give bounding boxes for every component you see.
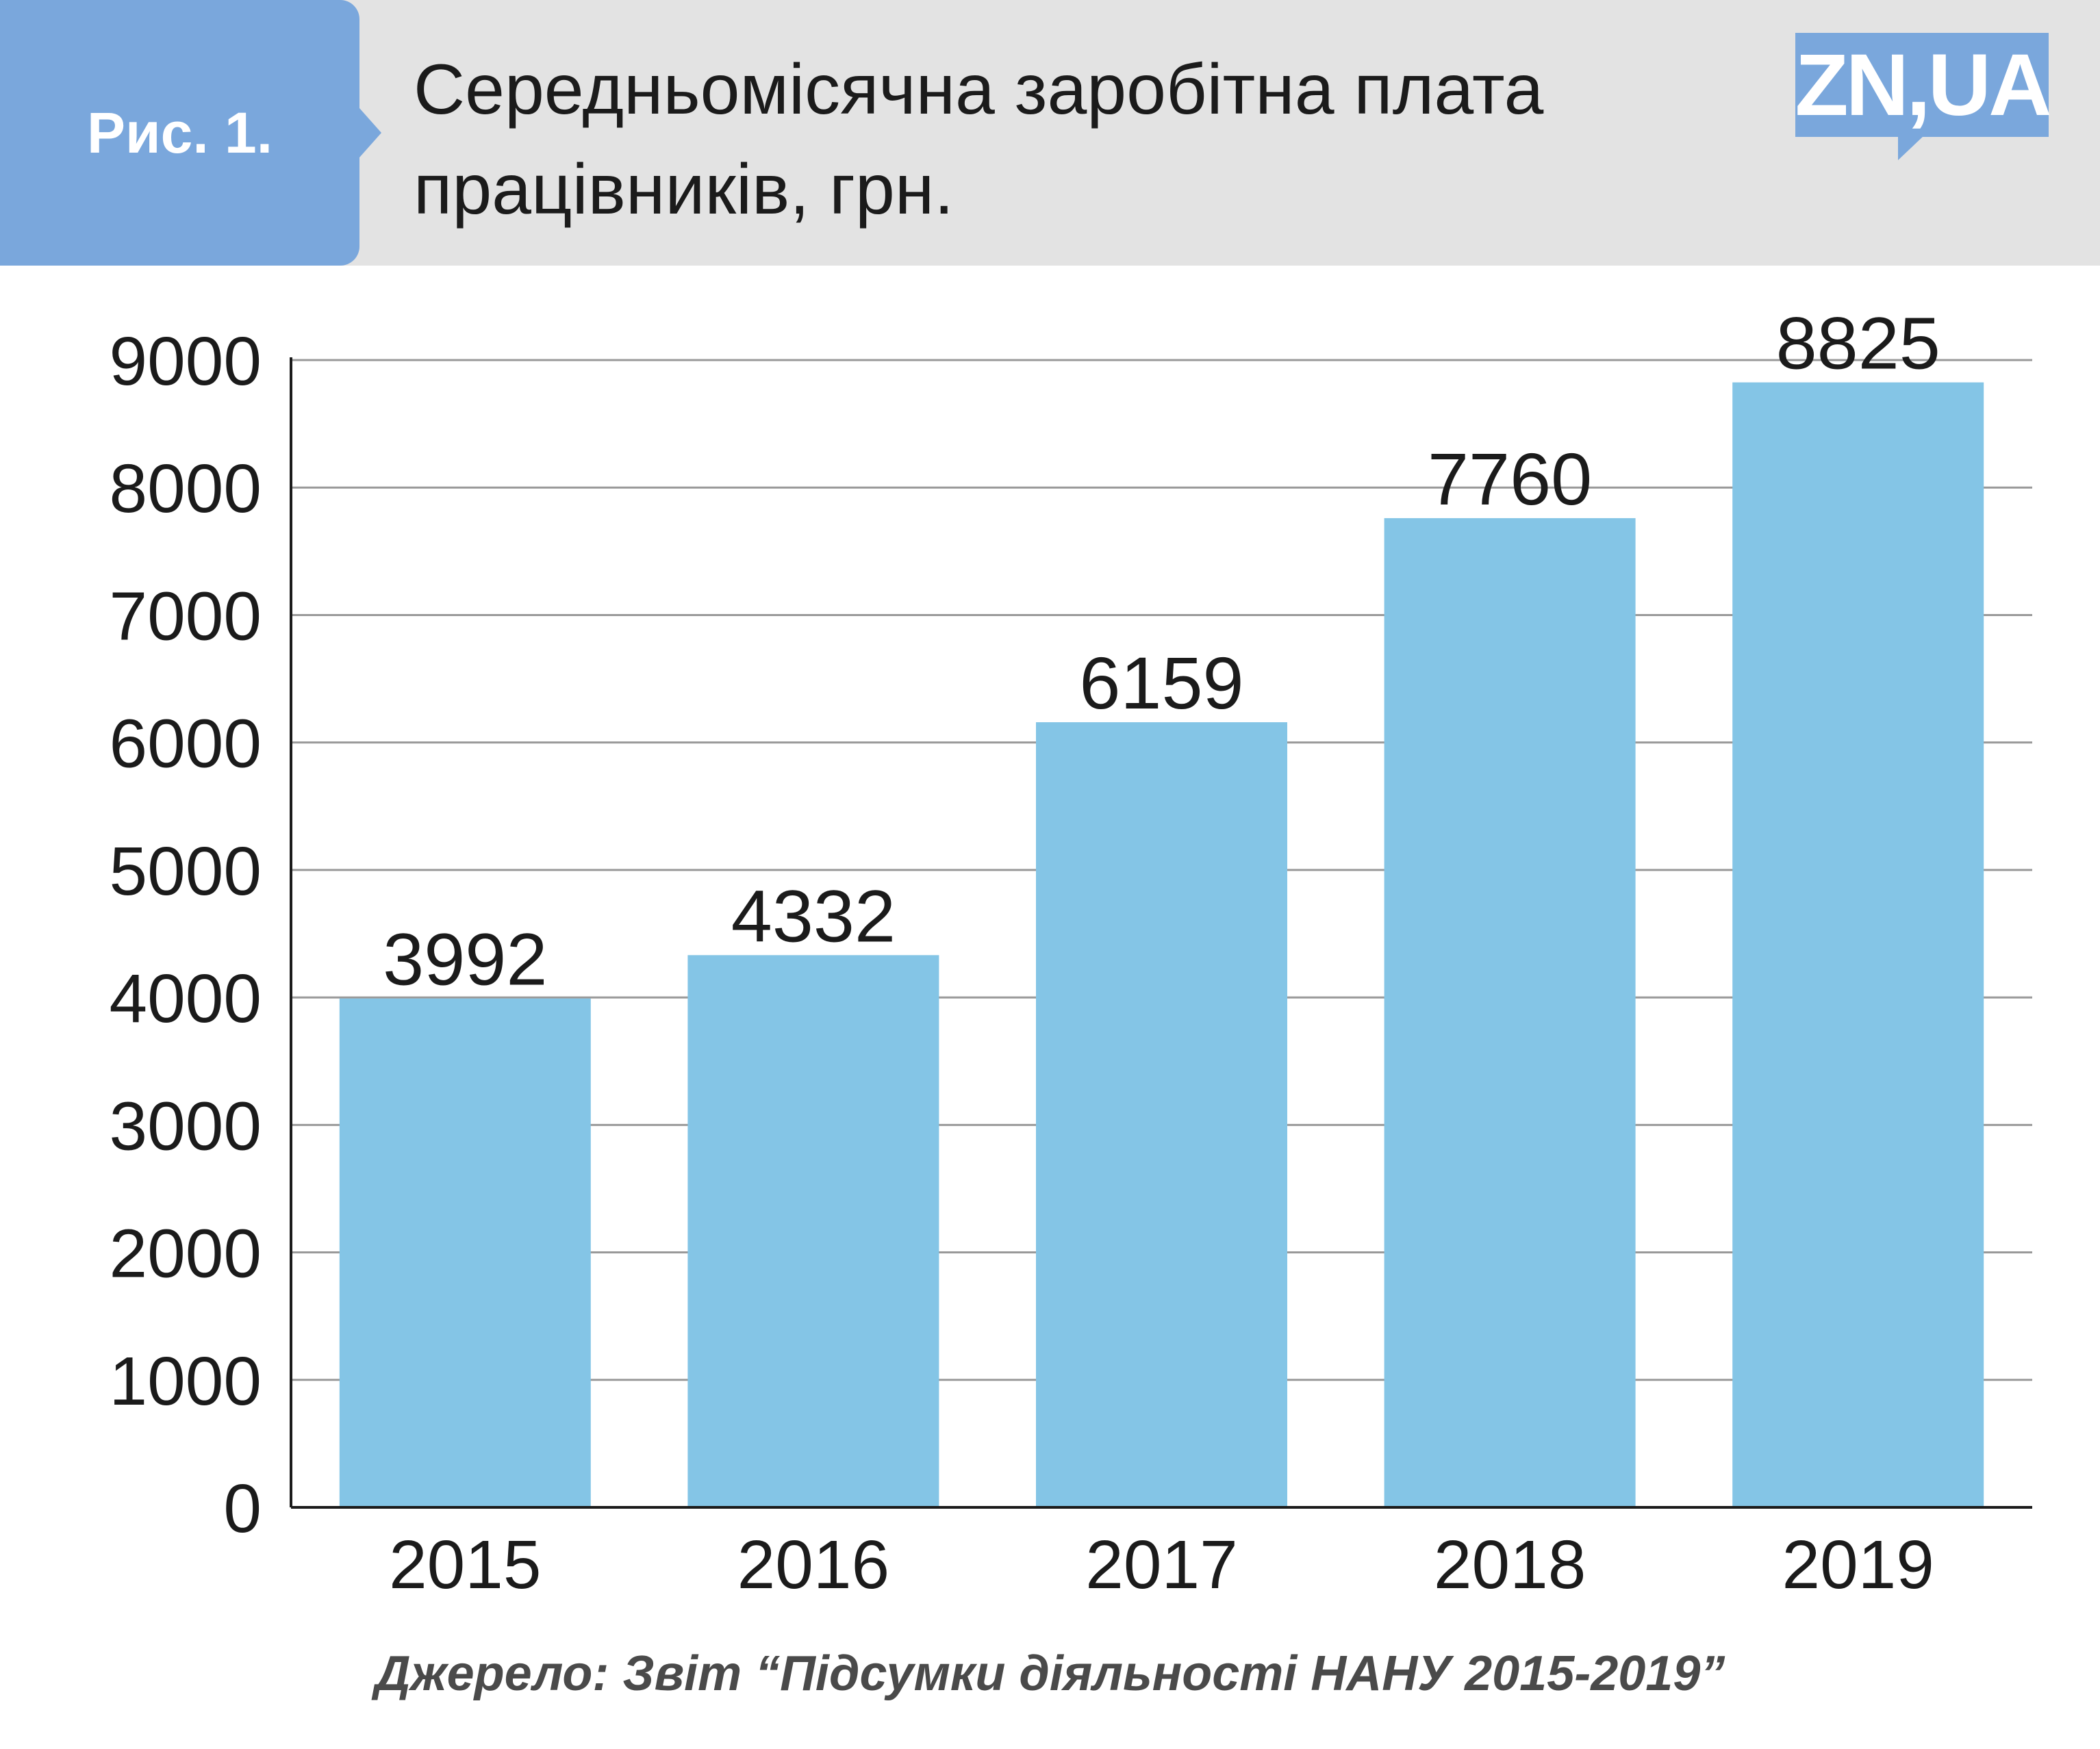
chart-title-line-2: працівників, грн. xyxy=(414,150,954,229)
y-tick-label-6000: 6000 xyxy=(110,706,262,782)
labels: 0 1000 2000 3000 4000 5000 6000 7000 8000 9000 399… xyxy=(110,302,1940,1603)
bar-2016 xyxy=(687,955,939,1507)
y-tick-label-1000: 1000 xyxy=(110,1343,262,1420)
y-tick-label-5000: 5000 xyxy=(110,833,262,910)
x-tick-label-2017: 2017 xyxy=(1085,1527,1237,1603)
x-tick-label-2015: 2015 xyxy=(389,1527,541,1603)
x-tick-label-2016: 2016 xyxy=(737,1527,889,1603)
chart-header: Рис. 1. Середньомісячна заробітна плата … xyxy=(0,0,2100,266)
bar-2018 xyxy=(1384,518,1636,1507)
bars xyxy=(339,382,1984,1507)
chart-title: Середньомісячна заробітна плата працівни… xyxy=(414,40,1783,240)
y-tick-label-0: 0 xyxy=(223,1470,262,1547)
chart-title-line-1: Середньомісячна заробітна плата xyxy=(414,50,1544,129)
y-tick-label-4000: 4000 xyxy=(110,960,262,1037)
bar-2015 xyxy=(339,998,591,1507)
figure-tab: Рис. 1. xyxy=(0,0,381,266)
x-tick-label-2019: 2019 xyxy=(1782,1527,1934,1603)
figure-tab-pointer xyxy=(359,108,381,157)
axes xyxy=(290,357,2032,1509)
zn-ua-logo: ZN,UA xyxy=(1795,33,2052,160)
logo-tail xyxy=(1898,136,1924,160)
x-tick-label-2018: 2018 xyxy=(1434,1527,1586,1603)
bar-value-label-2018: 7760 xyxy=(1428,437,1592,520)
bar-value-label-2015: 3992 xyxy=(383,918,547,1001)
y-tick-label-3000: 3000 xyxy=(110,1088,262,1164)
source-note: Джерело: Звіт “Підсумки діяльності НАНУ … xyxy=(375,1646,1725,1701)
bar-2017 xyxy=(1036,722,1287,1507)
figure-label: Рис. 1. xyxy=(86,100,273,165)
logo-text: ZN,UA xyxy=(1795,36,2051,134)
y-tick-label-2000: 2000 xyxy=(110,1216,262,1292)
bar-2019 xyxy=(1732,382,1984,1507)
y-tick-label-7000: 7000 xyxy=(110,578,262,654)
y-tick-label-9000: 9000 xyxy=(110,323,262,400)
bar-value-label-2019: 8825 xyxy=(1776,302,1940,385)
bar-value-label-2017: 6159 xyxy=(1079,641,1243,724)
bar-value-label-2016: 4332 xyxy=(731,874,896,957)
y-tick-label-8000: 8000 xyxy=(110,450,262,527)
